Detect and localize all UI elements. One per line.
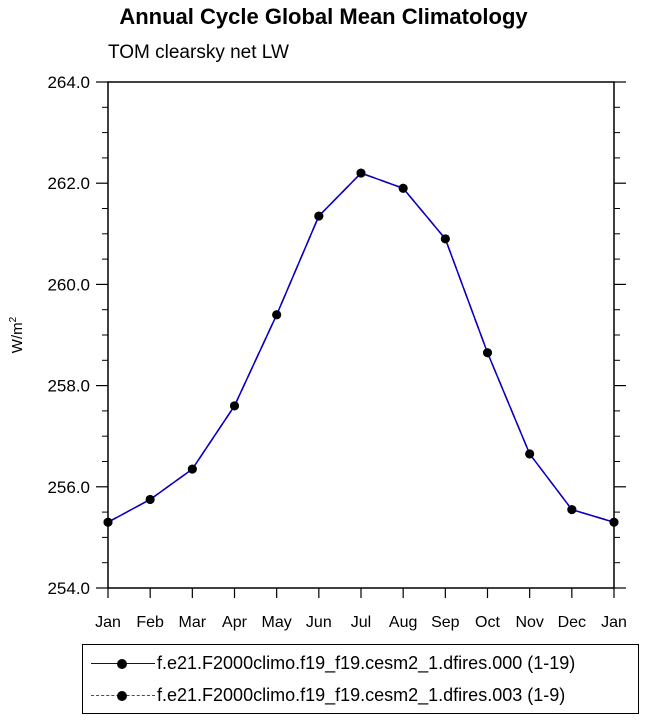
data-point [609, 517, 619, 527]
data-point [145, 494, 155, 504]
y-tick-label: 256.0 [47, 478, 90, 497]
x-tick-label: Feb [136, 614, 164, 631]
x-tick-label: Jul [351, 614, 371, 631]
series-line [107, 172, 615, 523]
plot-area [107, 81, 615, 589]
x-tick-label: Nov [515, 614, 543, 631]
line-chart: 254.0 256.0 258.0 260.0 262.0 264.0 Jan Feb Mar… [8, 73, 627, 631]
y-axis-label: W/m2 [8, 316, 26, 353]
series-layer [103, 168, 619, 527]
x-tick-label: Sep [431, 614, 460, 631]
data-point [440, 234, 450, 244]
x-tick-label: Mar [179, 614, 207, 631]
chart-subtitle: TOM clearsky net LW [108, 42, 289, 63]
data-point [525, 449, 535, 459]
legend-marker-swatch [117, 659, 127, 669]
legend-label: f.e21.F2000climo.f19_f19.cesm2_1.dfires.… [157, 685, 566, 705]
data-point [483, 348, 492, 358]
y-tick-label: 264.0 [47, 73, 90, 92]
x-tick-label: May [262, 614, 292, 631]
y-tick-label: 262.0 [47, 174, 90, 193]
legend-item-000: f.e21.F2000climo.f19_f19.cesm2_1.dfires.… [83, 649, 638, 679]
data-point [103, 517, 113, 527]
series-line [107, 172, 615, 523]
x-tick-label: Apr [222, 614, 248, 631]
x-tick-label: Jun [306, 614, 332, 631]
data-point [356, 168, 366, 178]
x-axis: Jan Feb Mar Apr May Jun Jul Aug Sep Oct Nov Dec Jan [95, 588, 627, 631]
x-tick-label: Aug [389, 614, 417, 631]
x-tick-label: Dec [558, 614, 586, 631]
data-point [314, 211, 324, 221]
data-point [567, 505, 577, 515]
x-tick-label: Jan [95, 614, 121, 631]
legend-item-003: f.e21.F2000climo.f19_f19.cesm2_1.dfires.… [83, 681, 638, 711]
x-tick-label: Jan [601, 614, 627, 631]
legend-label: f.e21.F2000climo.f19_f19.cesm2_1.dfires.… [157, 653, 576, 673]
data-point [398, 183, 408, 193]
y-tick-label: 254.0 [47, 579, 90, 598]
data-point [272, 310, 282, 320]
y-axis: 254.0 256.0 258.0 260.0 262.0 264.0 [47, 73, 626, 598]
legend-marker-swatch [117, 691, 127, 701]
x-tick-label: Oct [475, 614, 500, 631]
y-tick-label: 258.0 [47, 377, 90, 396]
y-tick-label: 260.0 [47, 275, 90, 294]
chart-title: Annual Cycle Global Mean Climatology [119, 4, 528, 29]
data-point [187, 464, 197, 474]
legend: f.e21.F2000climo.f19_f19.cesm2_1.dfires.… [82, 644, 639, 714]
data-point [230, 401, 239, 411]
